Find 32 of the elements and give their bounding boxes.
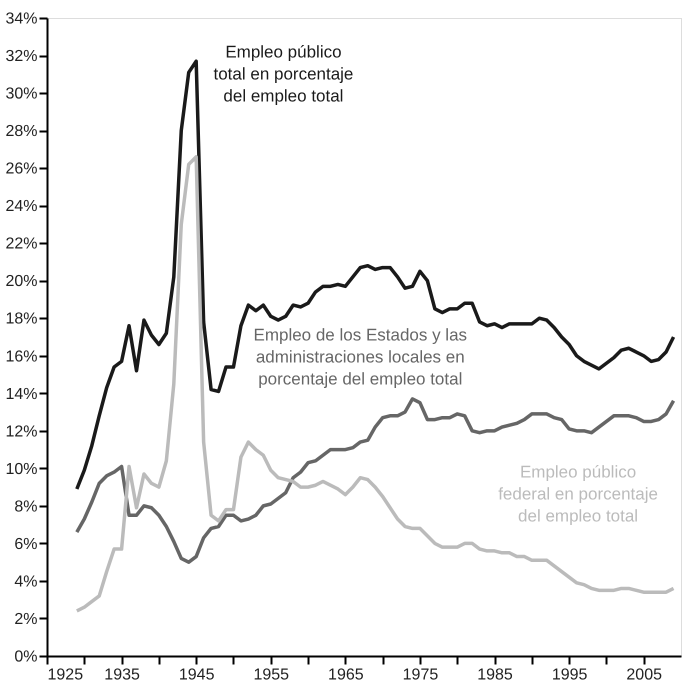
y-tick-label: 0% [14, 648, 38, 666]
y-tick-label: 4% [14, 573, 38, 590]
x-tick-label: 1995 [552, 666, 588, 684]
y-tick-label: 12% [5, 423, 38, 440]
y-tick-label: 22% [5, 236, 38, 253]
y-tick-label: 32% [5, 48, 38, 66]
y-tick-label: 2% [14, 610, 38, 628]
y-tick-label: 20% [5, 273, 38, 290]
series-label: Empleo público total en porcentaje del empleo total [214, 42, 354, 106]
x-tick-label: 2005 [626, 666, 662, 684]
x-tick-label: 1925 [48, 666, 84, 684]
y-tick-label: 8% [14, 498, 38, 516]
y-tick-label: 18% [5, 310, 38, 328]
y-tick-label: 30% [5, 86, 38, 103]
x-tick-label: 1935 [104, 666, 140, 684]
series-label: Empleo de los Estados y las administraciones locales en porcentaje del empleo total [253, 326, 468, 389]
x-tick-label: 1965 [328, 666, 364, 684]
y-tick-label: 26% [5, 160, 38, 178]
y-tick-label: 28% [5, 123, 38, 140]
y-tick-label: 34% [5, 10, 38, 28]
series-label: Empleo público federal en porcentaje del empleo total [498, 462, 658, 526]
x-tick-label: 1985 [477, 666, 513, 684]
y-tick-label: 10% [5, 460, 38, 478]
line-series [75, 155, 676, 613]
y-tick-label: 14% [5, 386, 38, 403]
y-tick-label: 6% [14, 536, 38, 553]
y-tick-label: 24% [5, 198, 38, 216]
x-tick-label: 1955 [253, 666, 290, 684]
x-tick-label: 1945 [178, 666, 215, 684]
y-tick-label: 16% [5, 348, 38, 366]
line-series [75, 397, 676, 564]
x-tick-label: 1975 [402, 666, 438, 684]
